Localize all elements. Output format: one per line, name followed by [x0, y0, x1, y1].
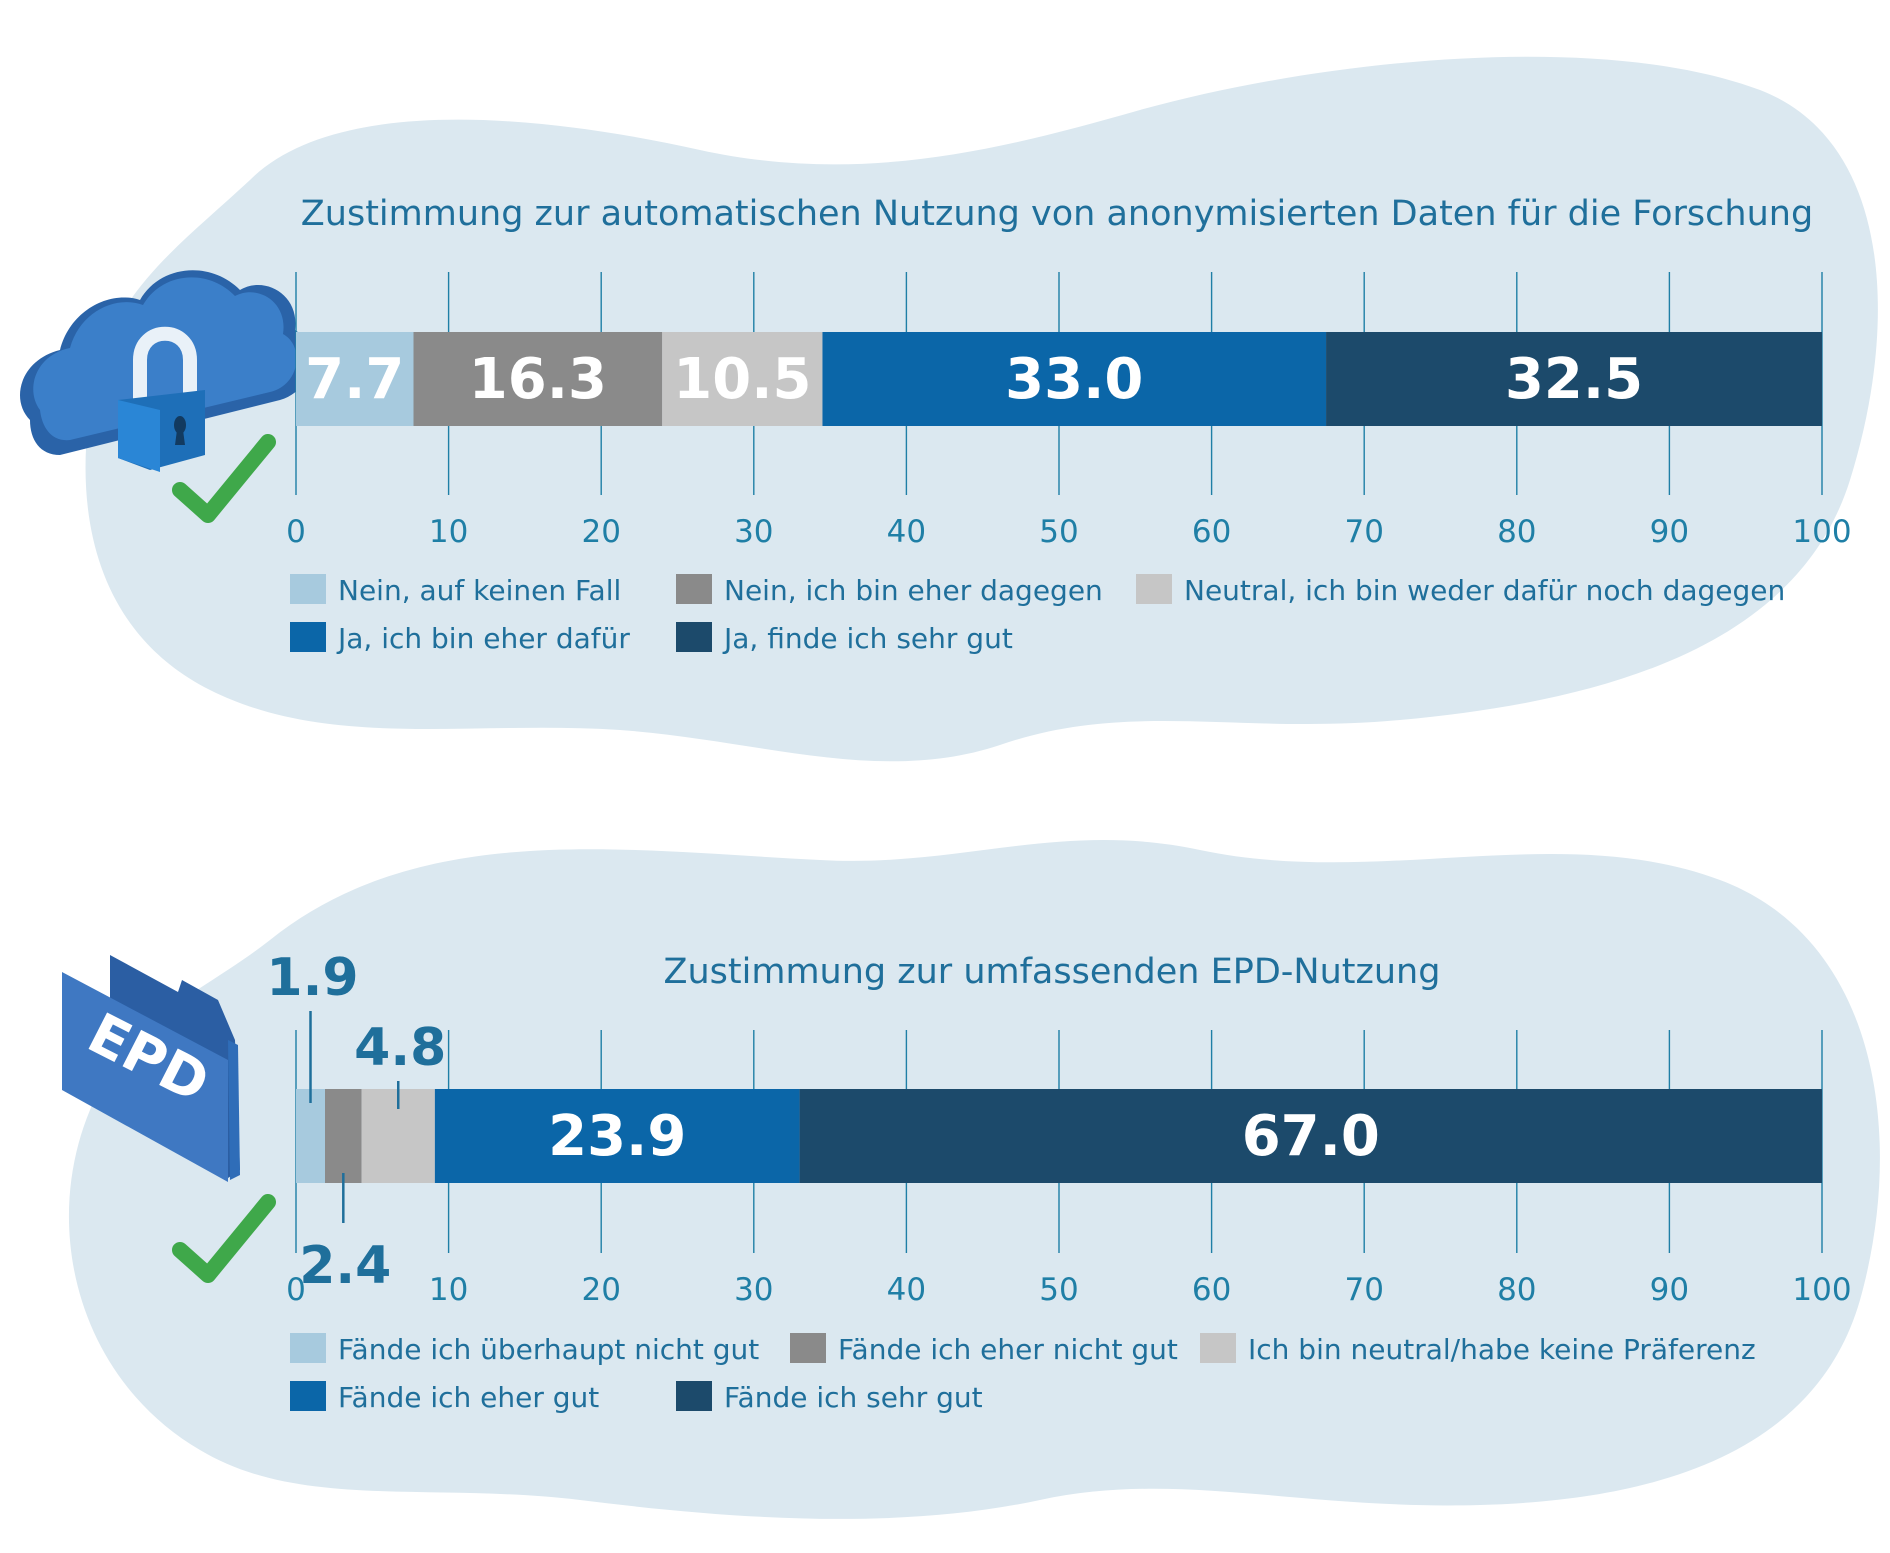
bar-segment: [822, 332, 1327, 426]
legend-label: Fände ich eher nicht gut: [838, 1333, 1178, 1366]
legend-label: Fände ich überhaupt nicht gut: [338, 1333, 759, 1366]
bar-segment: [413, 332, 663, 426]
legend-swatch: [290, 1381, 326, 1411]
check-icon: [172, 434, 276, 523]
tick-label: 90: [1650, 1272, 1689, 1308]
data-label: 1.9: [266, 948, 358, 1008]
tick-label: 20: [581, 514, 620, 550]
bar-segment: [296, 332, 414, 426]
tick-label: 20: [581, 1272, 620, 1308]
data-label: 67.0: [1242, 1104, 1380, 1169]
tick-label: 0: [286, 514, 306, 550]
data-label: 33.0: [1005, 347, 1143, 412]
tick-label: 50: [1039, 514, 1078, 550]
legend-swatch: [290, 622, 326, 652]
data-label: 10.5: [673, 347, 811, 412]
tick-label: 40: [887, 1272, 926, 1308]
tick-label: 10: [429, 514, 468, 550]
legend-label: Fände ich eher gut: [338, 1381, 599, 1414]
chart1-title: Zustimmung zur automatischen Nutzung von…: [301, 194, 1813, 234]
tick-label: 100: [1792, 1272, 1851, 1308]
data-label: 16.3: [469, 347, 607, 412]
legend-label: Ja, ich bin eher dafür: [336, 622, 630, 655]
legend-swatch: [290, 1333, 326, 1363]
chart1-plot: 7.7 16.3 10.5 33.0 32.5 0 10 20 30 40 50 60 70 80 90 10…: [286, 272, 1852, 655]
tick-label: 90: [1650, 514, 1689, 550]
legend-label: Nein, ich bin eher dagegen: [724, 574, 1103, 607]
bar-segment: [434, 1089, 800, 1183]
tick-label: 0: [286, 1272, 306, 1308]
check-icon: [172, 1194, 276, 1283]
tick-label: 70: [1344, 514, 1383, 550]
data-label: 2.4: [299, 1236, 391, 1296]
legend-swatch: [1136, 574, 1172, 604]
epd-folder-icon: EPD: [62, 955, 240, 1182]
tick-label: 40: [887, 514, 926, 550]
tick-label: 100: [1792, 514, 1851, 550]
data-label: 23.9: [548, 1104, 686, 1169]
legend-label: Fände ich sehr gut: [724, 1381, 983, 1414]
tick-label: 60: [1192, 514, 1231, 550]
legend-swatch: [790, 1333, 826, 1363]
data-label: 32.5: [1505, 347, 1643, 412]
legend-swatch: [1200, 1333, 1236, 1363]
tick-label: 30: [734, 514, 773, 550]
tick-label: 10: [429, 1272, 468, 1308]
chart2-plot: 1.9 2.4 4.8 23.9 67.0 0 10 20 30 40 50 60 70 80 90 100 F…: [266, 948, 1851, 1414]
legend-swatch: [676, 622, 712, 652]
legend-swatch: [676, 574, 712, 604]
chart2-title: Zustimmung zur umfassenden EPD-Nutzung: [664, 952, 1441, 992]
tick-label: 80: [1497, 514, 1536, 550]
cloud-lock-icon: [20, 270, 311, 472]
bar-segment: [296, 1089, 325, 1183]
tick-label: 70: [1344, 1272, 1383, 1308]
legend-label: Neutral, ich bin weder dafür noch dagege…: [1184, 574, 1785, 607]
tick-label: 50: [1039, 1272, 1078, 1308]
data-label: 7.7: [305, 347, 404, 412]
tick-label: 30: [734, 1272, 773, 1308]
legend-label: Ja, finde ich sehr gut: [722, 622, 1013, 655]
bar-segment: [324, 1089, 362, 1183]
legend-label: Nein, auf keinen Fall: [338, 574, 621, 607]
data-label: 4.8: [354, 1018, 446, 1078]
bar-segment: [662, 332, 823, 426]
bar-segment: [1326, 332, 1822, 426]
tick-label: 80: [1497, 1272, 1536, 1308]
tick-label: 60: [1192, 1272, 1231, 1308]
bar-segment: [799, 1089, 1822, 1183]
legend-swatch: [290, 574, 326, 604]
legend-label: Ich bin neutral/habe keine Präferenz: [1248, 1333, 1756, 1366]
legend-swatch: [676, 1381, 712, 1411]
